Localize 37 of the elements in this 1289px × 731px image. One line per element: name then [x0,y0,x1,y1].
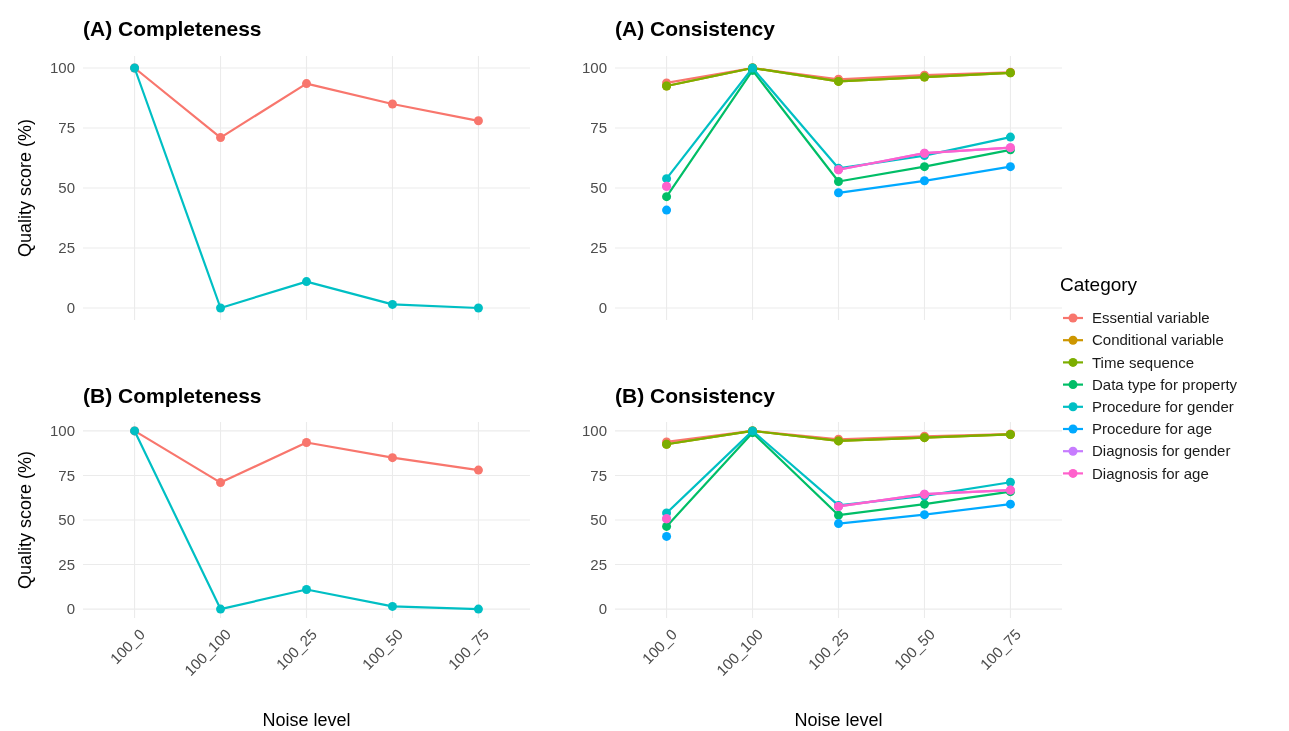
x-axis-title: Noise level [262,710,351,730]
y-tick-label: 25 [590,555,607,573]
y-tick-label: 75 [58,119,75,137]
y-tick-label: 75 [590,466,607,484]
chart-title: (B) Completeness [83,384,262,407]
y-axis-title: Quality score (%) [15,118,35,258]
legend-label: Diagnosis for gender [1092,442,1231,460]
y-tick-label: 50 [58,179,75,197]
chart-title: (A) Completeness [83,17,262,40]
y-tick-label: 25 [590,239,607,257]
chart-title: (A) Consistency [615,17,776,40]
legend-label: Time sequence [1092,353,1194,371]
legend-label: Procedure for gender [1092,398,1234,416]
y-tick-label: 0 [598,600,607,618]
x-axis-title: Noise level [794,710,883,730]
y-tick-label: 75 [58,466,75,484]
y-tick-label: 50 [590,511,607,529]
y-tick-label: 0 [66,299,75,317]
y-tick-label: 100 [49,59,75,77]
legend-title: Category [1060,274,1138,295]
y-tick-label: 0 [598,299,607,317]
y-tick-label: 50 [58,511,75,529]
y-tick-label: 75 [590,119,607,137]
y-tick-label: 100 [49,422,75,440]
y-axis-title: Quality score (%) [15,450,35,590]
legend-label: Essential variable [1092,309,1210,327]
y-tick-label: 100 [581,59,607,77]
legend-label: Diagnosis for age [1092,464,1209,482]
legend-label: Conditional variable [1092,331,1224,349]
chart-title: (B) Consistency [615,384,776,407]
y-tick-label: 0 [66,600,75,618]
y-tick-label: 25 [58,555,75,573]
y-tick-label: 50 [590,179,607,197]
y-tick-label: 25 [58,239,75,257]
legend-label: Procedure for age [1092,420,1213,438]
y-tick-label: 100 [581,422,607,440]
legend-label: Data type for property [1092,375,1238,393]
